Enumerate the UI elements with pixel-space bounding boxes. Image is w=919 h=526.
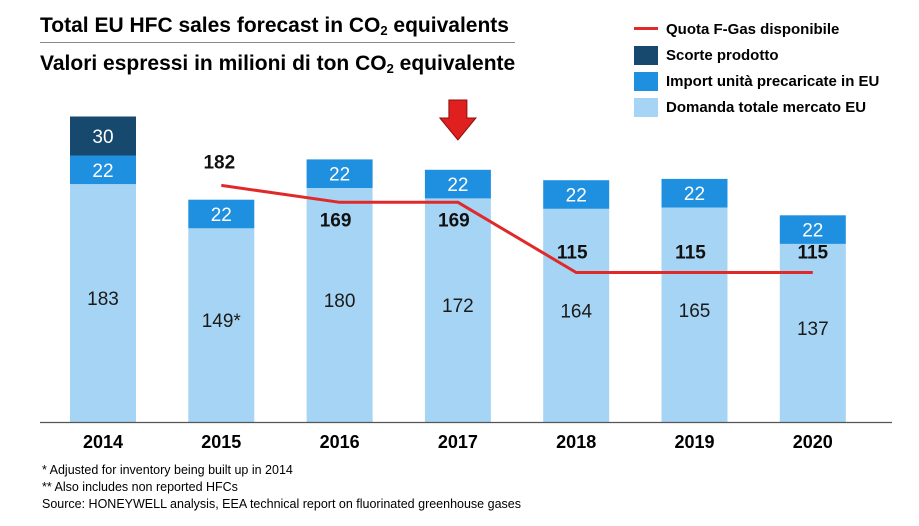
data-label-2014-s2: 30 <box>92 127 113 148</box>
line-value-label-2018: 115 <box>557 243 588 264</box>
bar-segment-2015-s1 <box>188 199 255 229</box>
data-label-2016-s0: 180 <box>324 291 356 312</box>
legend-label: Domanda totale mercato EU <box>666 99 867 116</box>
x-tick-label-2020: 2020 <box>793 432 833 452</box>
data-label-2017-s1: 22 <box>447 175 468 196</box>
x-tick-label-2018: 2018 <box>556 432 596 452</box>
bar-segment-2019-s1 <box>661 178 728 208</box>
x-tick-label-2014: 2014 <box>83 432 123 452</box>
bar-segment-2014-s0 <box>70 184 136 422</box>
legend-line-swatch <box>634 27 658 30</box>
data-label-2015-s1: 22 <box>211 205 232 226</box>
highlight-down-arrow <box>438 99 477 141</box>
legend-label: Scorte prodotto <box>666 47 779 64</box>
data-label-2019-s0: 165 <box>679 301 711 322</box>
bar-segment-2014-s1 <box>70 155 136 185</box>
legend-swatch <box>634 98 658 117</box>
legend-swatch <box>634 72 658 91</box>
footnote: ** Also includes non reported HFCs <box>42 480 238 494</box>
line-value-label-2017: 169 <box>438 210 470 231</box>
legend-swatch <box>634 46 658 65</box>
bar-segment-2020-s1 <box>779 215 846 244</box>
x-tick-label-2016: 2016 <box>320 432 360 452</box>
line-value-label-2015: 182 <box>203 152 235 173</box>
fgas-quota-line <box>221 183 813 274</box>
data-label-2019-s1: 22 <box>684 184 705 205</box>
footnote-source: Source: HONEYWELL analysis, EEA technica… <box>42 497 521 511</box>
data-label-2017-s0: 172 <box>442 296 474 317</box>
bar-segment-2017-s0 <box>424 198 491 422</box>
data-label-2018-s0: 164 <box>560 301 592 322</box>
data-label-2015-s0: 149* <box>202 311 242 332</box>
bar-segment-2016-s1 <box>306 159 373 188</box>
chart-subtitle: Valori espressi in milioni di ton CO2 eq… <box>40 52 516 76</box>
data-label-2016-s1: 22 <box>329 165 350 186</box>
chart-title: Total EU HFC sales forecast in CO2 equiv… <box>40 14 509 38</box>
data-label-2014-s0: 183 <box>87 289 119 310</box>
x-tick-label-2017: 2017 <box>438 432 478 452</box>
bar-segment-2018-s1 <box>543 180 610 209</box>
line-value-label-2020: 115 <box>797 243 828 264</box>
data-label-2018-s1: 22 <box>566 186 587 207</box>
bar-segment-2016-s0 <box>306 188 373 422</box>
data-label-2020-s0: 137 <box>797 319 829 340</box>
x-tick-label-2019: 2019 <box>674 432 714 452</box>
x-tick-label-2015: 2015 <box>201 432 241 452</box>
line-value-label-2016: 169 <box>320 210 352 231</box>
legend-label: Import unità precaricate in EU <box>666 73 880 90</box>
bar-segment-2018-s0 <box>543 208 610 422</box>
data-label-2020-s1: 22 <box>802 221 823 242</box>
bar-segment-2017-s1 <box>424 169 491 199</box>
legend-label: Quota F-Gas disponibile <box>666 21 840 38</box>
footnotes: * Adjusted for inventory being built up … <box>42 462 521 513</box>
bar-segment-2019-s0 <box>661 207 728 422</box>
title-divider <box>40 42 515 43</box>
data-label-2014-s1: 22 <box>92 161 113 182</box>
bar-segment-2015-s0 <box>188 228 255 422</box>
footnote: * Adjusted for inventory being built up … <box>42 463 293 477</box>
line-value-label-2019: 115 <box>675 243 706 264</box>
bar-segment-2014-s2 <box>70 116 136 156</box>
